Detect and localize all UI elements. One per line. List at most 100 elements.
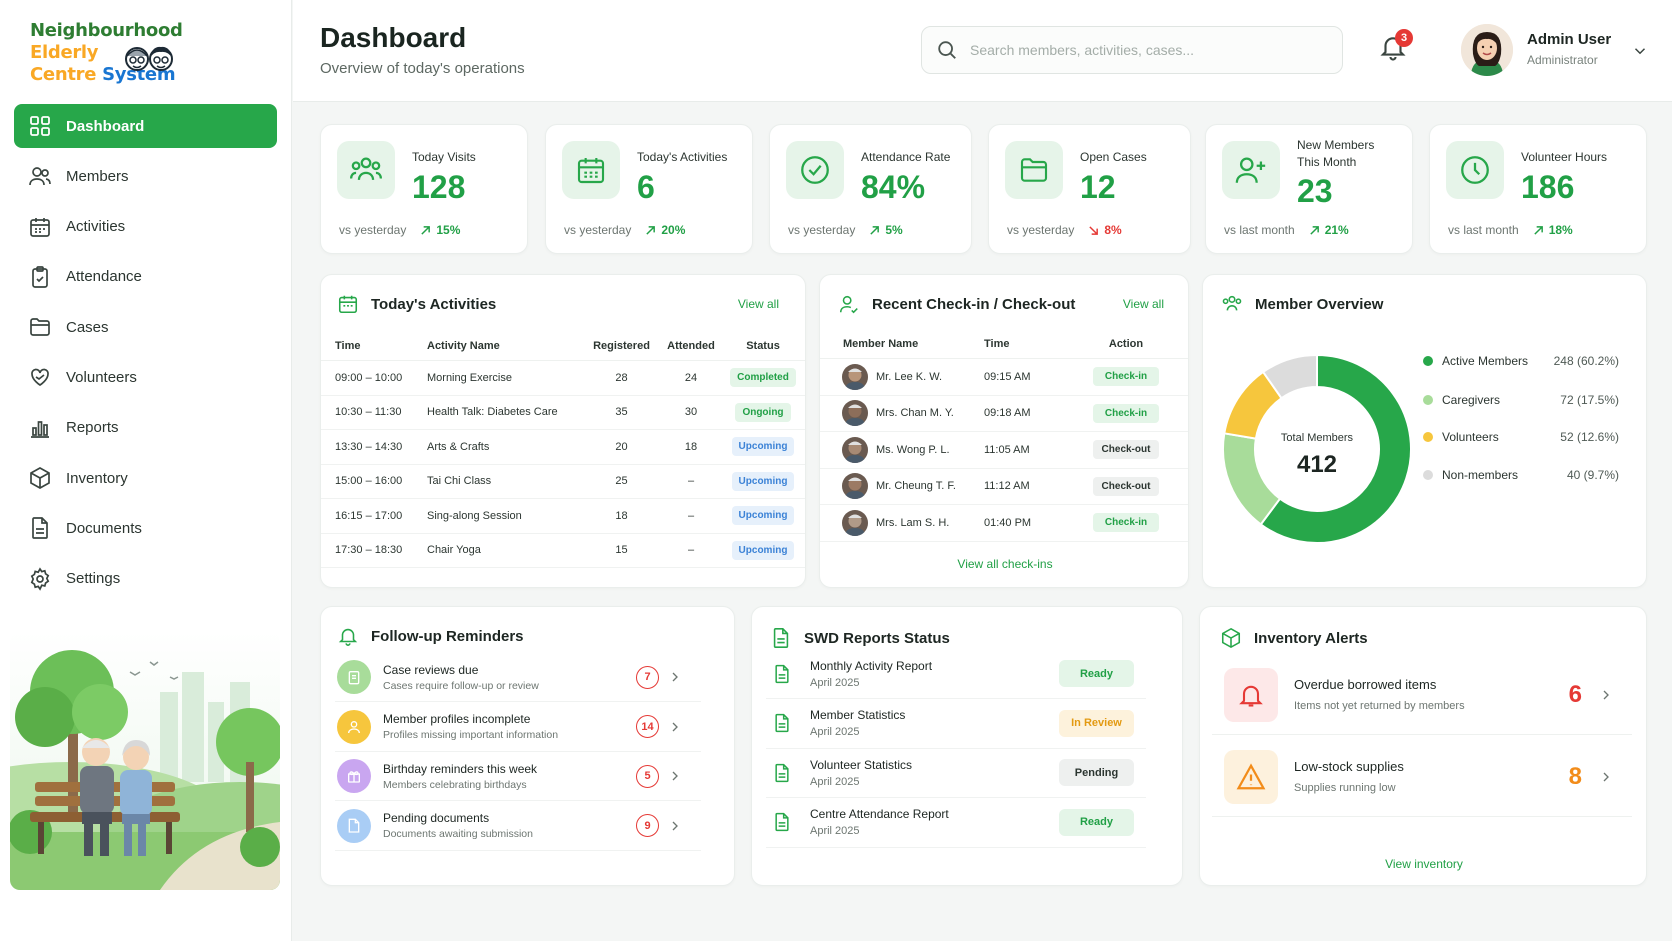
legend-dot [1423, 356, 1433, 366]
activity-attended: 24 [684, 371, 698, 384]
kpi-card-open-cases[interactable]: Open Cases 12 vs yesterday 8% [988, 124, 1191, 254]
action-badge[interactable]: Check-in [1093, 367, 1159, 387]
action-badge[interactable]: Check-out [1093, 476, 1159, 496]
report-title: Monthly Activity Report [810, 658, 933, 673]
sidebar-item-activities[interactable]: Activities [14, 205, 277, 249]
reminder-item[interactable]: Pending documents Documents awaiting subm… [335, 802, 701, 851]
view-inventory-link[interactable]: View inventory [1385, 857, 1463, 871]
sidebar-item-label: Documents [66, 519, 142, 537]
table-row[interactable]: 15:00 – 16:00 Tai Chi Class 25 – Upcoming [321, 465, 805, 499]
document-icon [772, 763, 792, 783]
sidebar-item-members[interactable]: Members [14, 154, 277, 198]
user-icon [337, 709, 371, 744]
reminder-item[interactable]: Member profiles incomplete Profiles missi… [335, 703, 701, 752]
chevron-right-icon[interactable] [667, 768, 683, 784]
report-period: April 2025 [810, 825, 860, 837]
kpi-value: 186 [1521, 169, 1575, 205]
checkins-view-all-link[interactable]: View all [1122, 297, 1164, 311]
report-item[interactable]: Member Statistics April 2025 In Review [766, 699, 1146, 749]
status-badge: Completed [730, 368, 796, 388]
table-row[interactable]: Mrs. Chan M. Y. 09:18 AM Check-in [820, 396, 1188, 432]
inventory-alert-text: Overdue borrowed items Items not yet retu… [1294, 677, 1465, 712]
table-header: Member Name Time Action [820, 329, 1188, 359]
view-all-checkins-link[interactable]: View all check-ins [957, 557, 1053, 571]
avatar [842, 473, 868, 500]
chevron-right-icon[interactable] [1598, 769, 1614, 785]
activity-time: 15:00 – 16:00 [335, 475, 403, 488]
col-time: Time [335, 339, 361, 352]
user-name[interactable]: Admin User [1527, 31, 1612, 48]
kpi-label: New Members This Month [1297, 138, 1375, 169]
elderly-faces-icon [122, 44, 176, 74]
donut-slice-active-members[interactable] [1259, 353, 1412, 544]
reminder-subtitle: Profiles missing important information [383, 729, 559, 741]
todays-activities-card: Today's Activities View all Time Activit… [320, 274, 806, 588]
sidebar-item-settings[interactable]: Settings [14, 557, 277, 601]
reminder-item[interactable]: Case reviews due Cases require follow-up … [335, 653, 701, 702]
chevron-right-icon[interactable] [667, 719, 683, 735]
logo-line-1: Neighbourhood [30, 20, 183, 41]
donut-slice-non-members[interactable] [1261, 353, 1318, 400]
sidebar-item-cases[interactable]: Cases [14, 305, 277, 349]
table-row[interactable]: 09:00 – 10:00 Morning Exercise 28 24 Complet… [321, 361, 805, 396]
table-row[interactable]: 16:15 – 17:00 Sing-along Session 18 – Upcomi… [321, 499, 805, 534]
inventory-alert-subtitle: Supplies running low [1294, 782, 1396, 794]
sidebar-item-documents[interactable]: Documents [14, 506, 277, 550]
logo-text: Neighbourhood Elderly Centre System [30, 20, 230, 86]
kpi-card-new-members[interactable]: New Members This Month 23 vs last month 2… [1205, 124, 1413, 254]
table-row[interactable]: 10:30 – 11:30 Health Talk: Diabetes Care 3… [321, 396, 805, 430]
chevron-right-icon[interactable] [667, 818, 683, 834]
action-badge[interactable]: Check-out [1093, 440, 1159, 460]
action-badge[interactable]: Check-in [1093, 513, 1159, 533]
app-logo[interactable]: Neighbourhood Elderly Centre System [30, 20, 230, 95]
chevron-right-icon[interactable] [1598, 687, 1614, 703]
card-title-text: SWD Reports Status [804, 629, 950, 647]
kpi-card-volunteer-hours[interactable]: Volunteer Hours 186 vs last month 18% [1429, 124, 1647, 254]
table-row[interactable]: 13:30 – 14:30 Arts & Crafts 20 18 Upcoming [321, 430, 805, 465]
table-row[interactable]: Ms. Wong P. L. 11:05 AM Check-out [820, 432, 1188, 469]
reminder-item[interactable]: Birthday reminders this week Members cele… [335, 752, 701, 801]
search-input[interactable] [970, 42, 1330, 58]
sidebar-item-reports[interactable]: Reports [14, 406, 277, 450]
table-row[interactable]: Mrs. Lam S. H. 01:40 PM Check-in [820, 505, 1188, 542]
report-status-badge: Ready [1059, 808, 1134, 836]
action-badge[interactable]: Check-in [1093, 403, 1159, 423]
sidebar-item-dashboard[interactable]: Dashboard [14, 104, 277, 148]
legend-label: Caregivers [1442, 393, 1501, 407]
sidebar: Neighbourhood Elderly Centre System Dash… [0, 0, 292, 941]
kpi-card-todays-activities[interactable]: Today's Activities 6 vs yesterday 20% [545, 124, 753, 254]
chevron-down-icon[interactable] [1631, 42, 1649, 60]
heart-hand-icon [28, 365, 52, 389]
table-row[interactable]: Mr. Lee K. W. 09:15 AM Check-in [820, 359, 1188, 396]
table-row[interactable]: 17:30 – 18:30 Chair Yoga 15 – Upcoming [321, 534, 805, 568]
avatar[interactable] [1461, 24, 1513, 76]
report-item[interactable]: Volunteer Statistics April 2025 Pending [766, 748, 1146, 798]
kpi-card-attendance-rate[interactable]: Attendance Rate 84% vs yesterday 5% [769, 124, 972, 254]
inventory-alert-item[interactable]: Overdue borrowed items Items not yet retu… [1212, 655, 1632, 735]
search-box[interactable] [921, 26, 1343, 74]
sidebar-item-label: Inventory [66, 469, 128, 487]
reminder-count-badge: 7 [636, 665, 659, 689]
chevron-right-icon[interactable] [667, 669, 683, 685]
sidebar-item-volunteers[interactable]: Volunteers [14, 355, 277, 399]
report-status-badge: Pending [1059, 759, 1134, 786]
card-title-text: Follow-up Reminders [371, 627, 524, 645]
sidebar-item-label: Cases [66, 318, 109, 336]
activities-view-all-link[interactable]: View all [737, 297, 779, 311]
bell-icon [337, 625, 359, 647]
report-item[interactable]: Monthly Activity Report April 2025 Ready [766, 649, 1146, 699]
kpi-comparison: vs yesterday [1007, 223, 1075, 237]
inventory-alert-item[interactable]: Low-stock supplies Supplies running low 8 [1212, 737, 1632, 817]
document-icon [337, 808, 371, 843]
sidebar-item-attendance[interactable]: Attendance [14, 255, 277, 299]
activities-table: Time Activity Name Registered Attended S… [321, 331, 805, 568]
member-overview-card: Member Overview Total Members 412 [1202, 274, 1647, 588]
table-row[interactable]: Mr. Cheung T. F. 11:12 AM Check-out [820, 469, 1188, 505]
kpi-change-value: 20% [661, 223, 686, 237]
sidebar-item-inventory[interactable]: Inventory [14, 456, 277, 500]
kpi-card-today-visits[interactable]: Today Visits 128 vs yesterday 15% [320, 124, 528, 254]
member-cell: Mr. Cheung T. F. [820, 473, 984, 500]
legend-label: Non-members [1442, 468, 1519, 482]
bell-alert-icon [1224, 667, 1278, 722]
report-item[interactable]: Centre Attendance Report April 2025 Ready [766, 798, 1146, 848]
